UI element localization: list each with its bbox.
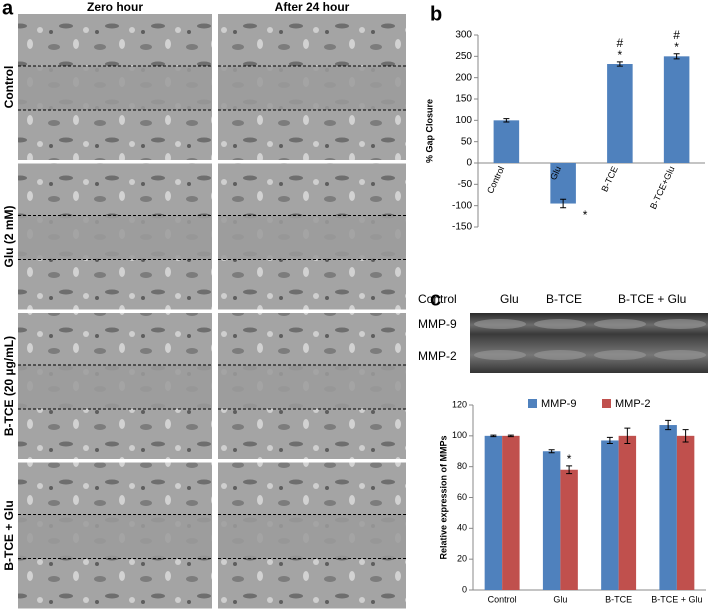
error-bar: [560, 198, 567, 209]
wound-gap: [218, 66, 406, 110]
y-tick-label: -100: [452, 200, 472, 211]
bar: [484, 435, 503, 590]
y-tick-label: 0: [466, 158, 472, 169]
bar: [607, 64, 633, 163]
legend-label: MMP-2: [615, 398, 650, 410]
error-bar: [490, 434, 497, 438]
row-label: B-TCE + Glu: [2, 500, 16, 570]
gel-band-label: MMP-9: [418, 317, 457, 331]
gel-band: [474, 350, 526, 360]
annotation: *: [674, 40, 679, 54]
wound-gap: [18, 66, 212, 110]
wound-gap: [18, 514, 212, 559]
panel-label: a: [2, 0, 14, 19]
x-tick-label: B-TCE + Glu: [651, 594, 702, 604]
y-tick-label: 60: [457, 492, 467, 502]
gel-lane-label: Glu: [500, 292, 519, 306]
y-tick-label: 150: [455, 94, 472, 105]
error-bar: [624, 427, 631, 445]
y-tick-label: -50: [458, 179, 473, 190]
x-tick-label: B-TCE+Glu: [648, 165, 677, 211]
legend-swatch: [602, 399, 611, 408]
annotation: *: [583, 208, 588, 222]
x-tick-label: B-TCE: [605, 594, 632, 604]
y-tick-label: 40: [457, 523, 467, 533]
bar: [560, 469, 578, 590]
y-axis-label: % Gap Closure: [424, 99, 434, 163]
panel-label: b: [430, 3, 442, 25]
annotation: *: [567, 452, 572, 466]
gel-lane-label: Control: [418, 292, 457, 306]
y-tick-label: 80: [457, 461, 467, 471]
gel-lane-label: B-TCE + Glu: [618, 292, 686, 306]
gel-lane-label: B-TCE: [546, 292, 582, 306]
column-header: Zero hour: [87, 0, 143, 14]
error-bar: [507, 434, 514, 438]
gel-band: [594, 319, 646, 329]
bar: [601, 440, 619, 590]
gel-band-label: MMP-2: [418, 349, 457, 363]
gel-band: [594, 350, 646, 360]
y-tick-label: 250: [455, 51, 472, 62]
error-bar: [606, 436, 613, 445]
panel-label: c: [430, 288, 441, 310]
y-tick-label: 0: [462, 584, 467, 594]
wound-gap: [218, 365, 406, 409]
gel-band: [474, 319, 526, 329]
y-tick-label: 300: [455, 30, 472, 41]
y-tick-label: 120: [452, 399, 467, 409]
wound-gap: [18, 365, 212, 409]
y-tick-label: -150: [452, 222, 472, 233]
row-label: B-TCE (20 µg/mL): [2, 336, 16, 436]
gel-band: [534, 350, 586, 360]
row-label: Glu (2 mM): [2, 205, 16, 267]
error-bar: [682, 429, 689, 443]
bar: [542, 451, 561, 590]
error-bar: [548, 449, 555, 454]
bar: [663, 56, 690, 164]
wound-gap: [18, 215, 212, 260]
bar: [493, 120, 520, 163]
error-bar: [673, 53, 680, 60]
legend-label: MMP-9: [541, 398, 576, 410]
x-tick-label: Control: [485, 165, 506, 196]
error-bar: [566, 465, 573, 475]
bar: [676, 435, 695, 590]
x-tick-label: B-TCE: [599, 165, 619, 194]
y-tick-label: 20: [457, 554, 467, 564]
gel-band: [654, 350, 706, 360]
y-tick-label: 100: [452, 430, 467, 440]
bar: [502, 435, 520, 590]
bar: [618, 435, 637, 590]
gel-band: [534, 319, 586, 329]
x-tick-label: Control: [488, 594, 517, 604]
y-axis-label: Relative expression of MMPs: [438, 435, 448, 559]
gel-band: [654, 319, 706, 329]
column-header: After 24 hour: [275, 0, 350, 14]
error-bar: [503, 118, 510, 123]
y-tick-label: 200: [455, 72, 472, 83]
row-label: Control: [2, 66, 16, 109]
annotation: #: [617, 36, 624, 50]
error-bar: [665, 419, 672, 431]
y-tick-label: 50: [461, 136, 473, 147]
bar: [659, 425, 677, 590]
wound-gap: [218, 514, 406, 559]
annotation: #: [673, 28, 680, 42]
legend-swatch: [528, 399, 537, 408]
y-tick-label: 100: [455, 115, 472, 126]
x-tick-label: Glu: [553, 594, 567, 604]
wound-gap: [218, 215, 406, 260]
bar: [550, 163, 576, 204]
annotation: *: [618, 48, 623, 62]
error-bar: [616, 61, 623, 67]
